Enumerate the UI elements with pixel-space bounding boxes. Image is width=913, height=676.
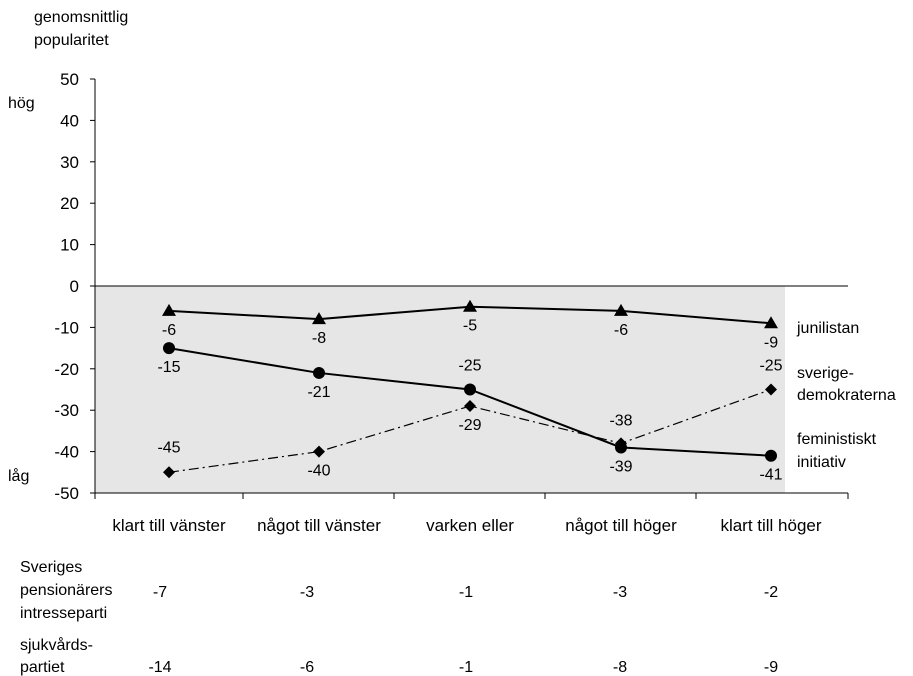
x-axis: klart till vänster något till vänster vark… — [94, 285, 849, 535]
y-tick-label: -40 — [54, 443, 79, 462]
series-name: demokraterna — [797, 387, 896, 404]
diamond-marker — [765, 383, 777, 396]
data-label: -6 — [162, 322, 176, 339]
circle-marker — [615, 441, 627, 454]
table-row-label: intresseparti — [20, 605, 107, 622]
x-tick-label: klart till vänster — [112, 516, 226, 535]
x-tick-label: något till höger — [565, 516, 677, 535]
y-tick-label: 20 — [60, 194, 79, 213]
circle-marker — [163, 342, 175, 355]
negative-region — [95, 286, 785, 493]
y-tick-label: 50 — [60, 70, 79, 89]
table-cell-value: -3 — [613, 584, 627, 601]
table-row-label: sjukvårds- — [20, 636, 93, 654]
series-layer: -6 -8 -5 -6 -9 junilistan -45 -40 -29 -38 -25 sveri… — [157, 299, 896, 484]
y-tick-label: -20 — [54, 360, 79, 379]
triangle-marker — [764, 316, 778, 329]
table-cell-value: -14 — [148, 659, 171, 676]
table-cell-value: -7 — [153, 584, 167, 601]
series-name: junilistan — [796, 320, 859, 337]
table-cell-value: -6 — [300, 659, 314, 676]
y-tick-label: 10 — [60, 236, 79, 255]
y-axis-title-line-2: popularitet — [34, 32, 109, 49]
y-tick-label: 40 — [60, 111, 79, 130]
data-label: -5 — [463, 318, 477, 335]
series-group: -15 -21 -25 -39 -41 feministiskt initiativ — [157, 342, 877, 484]
data-label: -25 — [458, 358, 481, 375]
data-label: -15 — [157, 359, 180, 376]
table-cell-value: -2 — [764, 584, 778, 601]
series-name: feministiskt — [797, 431, 877, 448]
data-label: -25 — [759, 358, 782, 375]
triangle-marker — [312, 312, 326, 325]
y-tick-label: 30 — [60, 153, 79, 172]
table-row: Sveriges pensionärers intresseparti -7 -3 -1 -… — [20, 559, 778, 622]
table-cell-value: -3 — [300, 584, 314, 601]
circle-marker — [464, 383, 476, 396]
y-tick-label: -50 — [54, 484, 79, 503]
diamond-marker — [163, 466, 175, 479]
series-name: initiativ — [797, 454, 846, 471]
triangle-marker — [614, 303, 628, 316]
circle-marker — [765, 449, 777, 462]
x-tick-label: något till vänster — [257, 516, 381, 535]
data-label: -6 — [614, 322, 628, 339]
data-label: -8 — [312, 330, 326, 347]
x-tick-label: varken eller — [426, 516, 514, 535]
circle-marker — [313, 366, 325, 379]
data-label: -29 — [458, 417, 481, 434]
y-tick-label: -30 — [54, 401, 79, 420]
table-cell-value: -1 — [459, 659, 473, 676]
y-axis-title-line-1: genomsnittlig — [34, 9, 128, 26]
data-label: -40 — [307, 463, 330, 480]
table-row-label: partiet — [20, 659, 65, 676]
table-cell-value: -1 — [459, 584, 473, 601]
diamond-marker — [464, 400, 476, 413]
data-label: -9 — [764, 334, 778, 351]
table-cell-value: -8 — [613, 659, 627, 676]
data-label: -41 — [759, 467, 782, 484]
table-row-label: pensionärers — [20, 582, 113, 599]
data-label: -45 — [157, 439, 180, 456]
data-label: -39 — [609, 458, 632, 475]
x-tick-label: klart till höger — [720, 516, 821, 535]
y-axis: 50 40 30 20 10 0 -10 -20 -30 -40 -50 — [54, 70, 96, 503]
diamond-marker — [313, 445, 325, 458]
table-cell-value: -9 — [764, 659, 778, 676]
y-tick-label: -10 — [54, 318, 79, 337]
series-group: -6 -8 -5 -6 -9 junilistan — [162, 299, 859, 351]
series-group: -45 -40 -29 -38 -25 sverige-demokraterna — [157, 358, 895, 480]
y-high-label: hög — [8, 95, 35, 112]
y-low-label: låg — [8, 467, 29, 485]
table-row: sjukvårds-partiet -14 -6 -1 -8 -9 — [20, 636, 778, 676]
data-label: -21 — [307, 384, 330, 401]
y-tick-label: 0 — [70, 277, 79, 296]
table-row-label: Sveriges — [20, 559, 82, 576]
triangle-marker — [463, 299, 477, 312]
data-label: -38 — [609, 412, 632, 429]
data-table: Sveriges pensionärers intresseparti -7 -3 -1 -… — [20, 559, 778, 676]
triangle-marker — [162, 303, 176, 316]
series-name: sverige- — [797, 365, 854, 382]
